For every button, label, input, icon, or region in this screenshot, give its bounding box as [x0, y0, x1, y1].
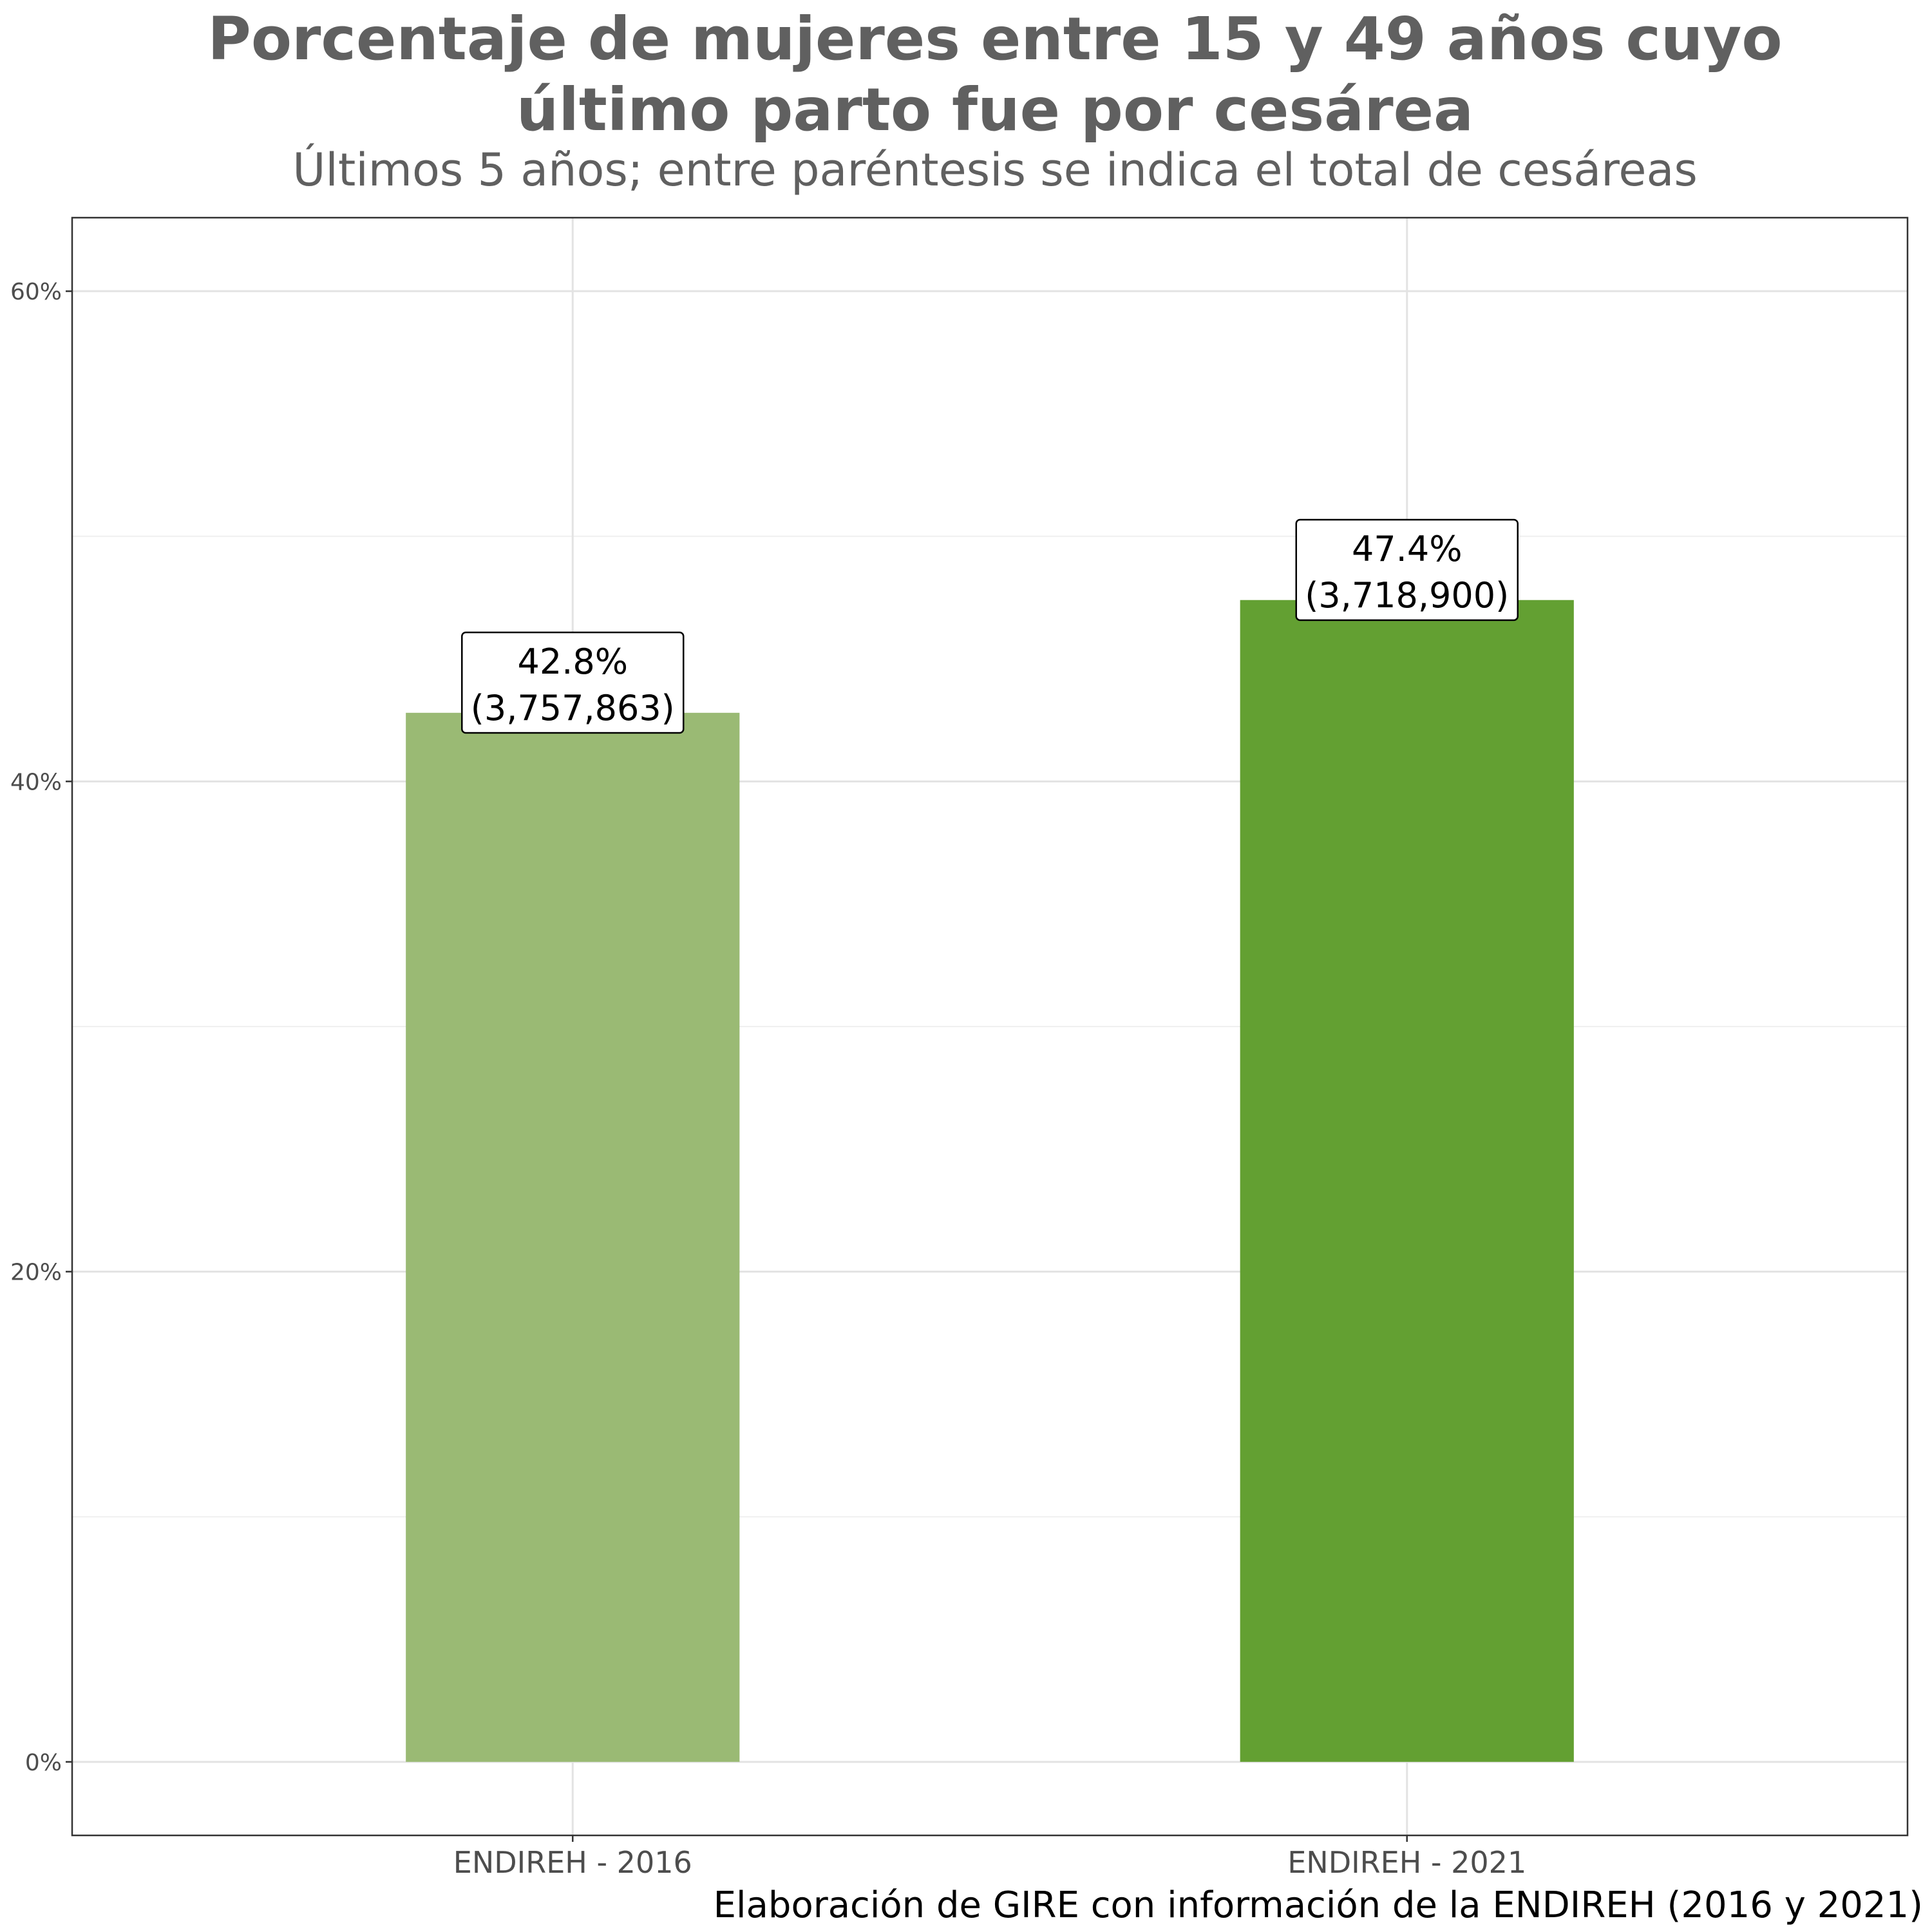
y-tick-label: 0% — [25, 1750, 62, 1776]
x-category-label: ENDIREH - 2021 — [1287, 1845, 1526, 1880]
y-tick-label: 20% — [10, 1260, 62, 1286]
bar — [406, 712, 740, 1762]
data-label-count: (3,757,863) — [471, 688, 675, 728]
y-tick-label: 60% — [10, 279, 62, 305]
y-tick-label: 40% — [10, 769, 62, 795]
x-category-label: ENDIREH - 2016 — [453, 1845, 692, 1880]
chart-title: Porcentaje de mujeres entre 15 y 49 años… — [0, 0, 1932, 146]
chart-caption: Elaboración de GIRE con información de l… — [713, 1884, 1923, 1926]
data-label-count: (3,718,900) — [1305, 575, 1509, 616]
data-label-percent: 42.8% — [517, 641, 628, 682]
plot-border — [71, 216, 1909, 1837]
chart-title-line-2: último parto fue por cesárea — [516, 75, 1474, 144]
data-label-box — [1295, 518, 1519, 621]
bar — [1240, 600, 1574, 1762]
data-label-percent: 47.4% — [1352, 529, 1463, 569]
chart-subtitle: Últimos 5 años; entre paréntesis se indi… — [292, 144, 1698, 196]
chart-title-line-1: Porcentaje de mujeres entre 15 y 49 años… — [207, 5, 1783, 73]
data-label-box — [461, 631, 685, 734]
